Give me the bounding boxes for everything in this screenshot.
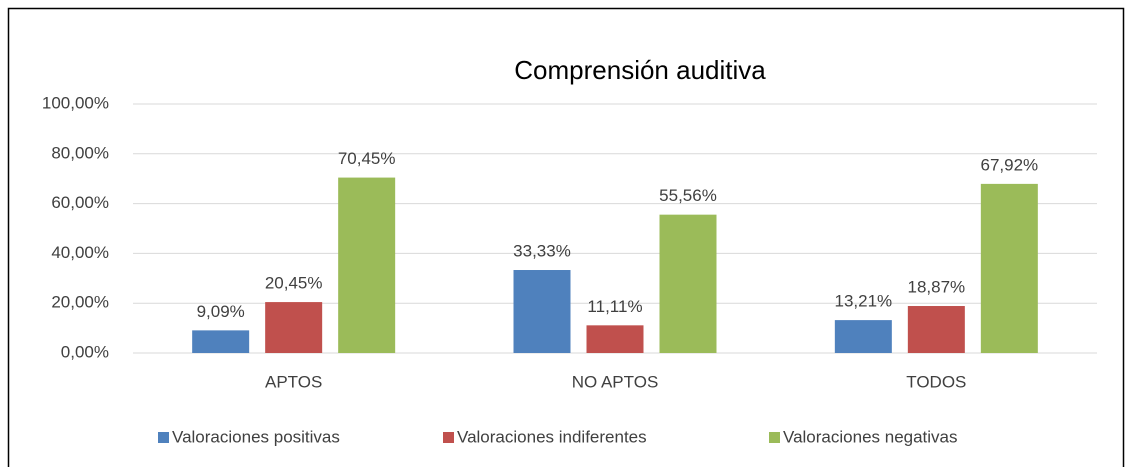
- bar: [192, 330, 250, 353]
- data-label: 13,21%: [834, 292, 892, 311]
- chart-title: Comprensión auditiva: [514, 55, 766, 85]
- x-tick-label: NO APTOS: [572, 372, 659, 391]
- data-label: 33,33%: [513, 241, 571, 260]
- bar: [338, 177, 396, 353]
- legend-label: Valoraciones indiferentes: [457, 427, 647, 446]
- y-tick-label: 0,00%: [61, 342, 109, 361]
- bar: [513, 270, 571, 353]
- data-label: 70,45%: [338, 149, 396, 168]
- data-label: 11,11%: [587, 297, 642, 316]
- bar: [834, 320, 892, 353]
- legend-label: Valoraciones negativas: [783, 427, 958, 446]
- bar: [265, 302, 323, 353]
- bar: [659, 214, 717, 353]
- data-label: 18,87%: [907, 277, 965, 296]
- bar: [907, 306, 965, 353]
- x-tick-label: TODOS: [906, 372, 966, 391]
- legend-swatch: [443, 432, 454, 443]
- y-tick-label: 40,00%: [51, 243, 109, 262]
- y-tick-label: 100,00%: [42, 93, 109, 112]
- y-tick-label: 20,00%: [51, 293, 109, 312]
- y-tick-label: 80,00%: [51, 143, 109, 162]
- y-tick-label: 60,00%: [51, 193, 109, 212]
- data-label: 67,92%: [980, 155, 1038, 174]
- legend-swatch: [158, 432, 169, 443]
- bar: [980, 183, 1038, 353]
- legend-label: Valoraciones positivas: [172, 427, 340, 446]
- legend-swatch: [769, 432, 780, 443]
- chart-border: [7, 7, 1125, 467]
- data-label: 55,56%: [659, 186, 717, 205]
- data-label: 9,09%: [197, 302, 245, 321]
- x-tick-label: APTOS: [265, 372, 322, 391]
- data-label: 20,45%: [265, 274, 323, 293]
- bar: [586, 325, 644, 353]
